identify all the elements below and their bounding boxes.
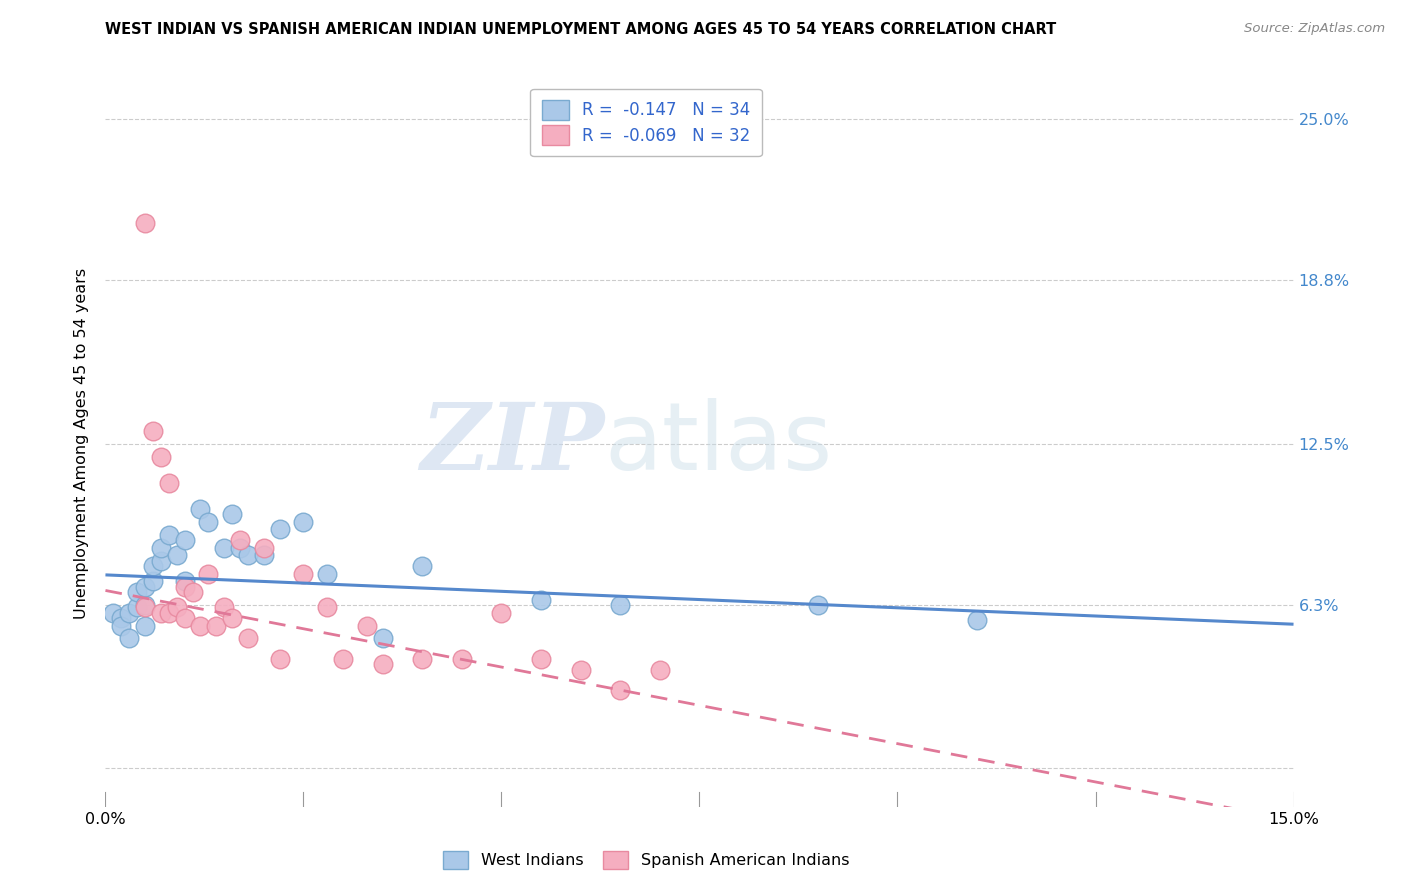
Point — [134, 580, 156, 594]
Point — [530, 652, 553, 666]
Point — [356, 618, 378, 632]
Point — [149, 541, 172, 555]
Point — [134, 216, 156, 230]
Point — [253, 541, 276, 555]
Point — [149, 606, 172, 620]
Point — [316, 566, 339, 581]
Point — [181, 584, 204, 599]
Point — [149, 450, 172, 464]
Point — [450, 652, 472, 666]
Point — [166, 549, 188, 563]
Point — [173, 611, 195, 625]
Point — [157, 527, 180, 541]
Point — [214, 541, 236, 555]
Text: Source: ZipAtlas.com: Source: ZipAtlas.com — [1244, 22, 1385, 36]
Point — [110, 618, 132, 632]
Point — [127, 600, 149, 615]
Point — [197, 515, 219, 529]
Point — [110, 611, 132, 625]
Point — [253, 549, 276, 563]
Point — [127, 584, 149, 599]
Point — [807, 598, 830, 612]
Point — [197, 566, 219, 581]
Point — [269, 652, 291, 666]
Point — [316, 600, 339, 615]
Y-axis label: Unemployment Among Ages 45 to 54 years: Unemployment Among Ages 45 to 54 years — [75, 268, 90, 619]
Point — [411, 652, 433, 666]
Text: ZIP: ZIP — [420, 399, 605, 489]
Point — [142, 558, 165, 573]
Point — [190, 501, 212, 516]
Point — [173, 574, 195, 589]
Point — [491, 606, 513, 620]
Point — [609, 683, 631, 698]
Point — [149, 553, 172, 567]
Point — [173, 580, 195, 594]
Point — [229, 533, 252, 547]
Point — [371, 632, 394, 646]
Text: WEST INDIAN VS SPANISH AMERICAN INDIAN UNEMPLOYMENT AMONG AGES 45 TO 54 YEARS CO: WEST INDIAN VS SPANISH AMERICAN INDIAN U… — [105, 22, 1057, 37]
Point — [142, 574, 165, 589]
Point — [157, 606, 180, 620]
Point — [166, 600, 188, 615]
Point — [371, 657, 394, 672]
Point — [530, 592, 553, 607]
Point — [118, 632, 141, 646]
Point — [134, 598, 156, 612]
Point — [221, 507, 243, 521]
Point — [236, 549, 259, 563]
Point — [190, 618, 212, 632]
Point — [118, 606, 141, 620]
Point — [569, 663, 592, 677]
Point — [966, 613, 988, 627]
Point — [411, 558, 433, 573]
Point — [269, 523, 291, 537]
Point — [229, 541, 252, 555]
Point — [236, 632, 259, 646]
Point — [134, 600, 156, 615]
Point — [157, 475, 180, 490]
Point — [332, 652, 354, 666]
Point — [648, 663, 671, 677]
Legend: West Indians, Spanish American Indians: West Indians, Spanish American Indians — [436, 845, 856, 876]
Point — [142, 424, 165, 438]
Point — [292, 566, 315, 581]
Point — [609, 598, 631, 612]
Point — [205, 618, 228, 632]
Point — [214, 600, 236, 615]
Point — [134, 618, 156, 632]
Point — [292, 515, 315, 529]
Text: atlas: atlas — [605, 398, 832, 490]
Point — [173, 533, 195, 547]
Point — [221, 611, 243, 625]
Point — [103, 606, 125, 620]
